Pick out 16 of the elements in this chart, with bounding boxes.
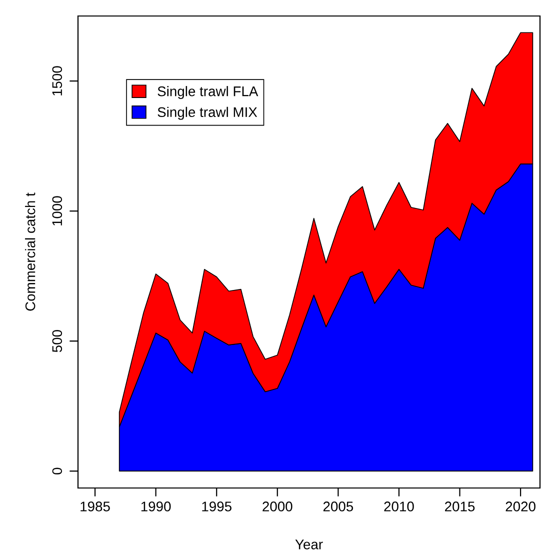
x-tick-label: 2020 [506, 502, 536, 512]
y-tick-label: 1000 [52, 196, 62, 226]
x-tick-label: 2005 [323, 502, 354, 512]
legend-label: Single trawl MIX [158, 106, 258, 120]
legend-label: Single trawl FLA [158, 86, 258, 99]
x-axis-title: Year [295, 540, 323, 550]
x-tick-label: 2015 [445, 502, 475, 512]
y-axis-title: Commercial catch t [25, 192, 36, 311]
y-tick-label: 1500 [52, 66, 62, 96]
x-tick-label: 2000 [262, 502, 292, 512]
x-tick-label: 2010 [384, 502, 414, 512]
x-tick-label: 1990 [141, 502, 171, 512]
y-tick-label: 500 [52, 330, 62, 352]
y-tick-label: 0 [52, 468, 62, 474]
x-tick-label: 1985 [80, 502, 110, 512]
x-tick-label: 1995 [202, 502, 232, 512]
